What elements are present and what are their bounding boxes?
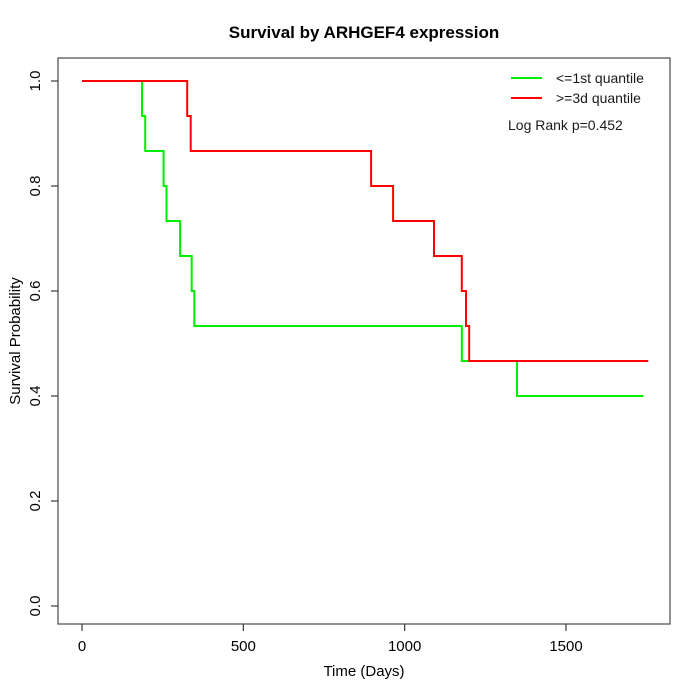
chart-title: Survival by ARHGEF4 expression	[229, 23, 500, 42]
y-tick-label: 0.4	[27, 386, 44, 407]
curve-ge-3d-quantile	[82, 80, 649, 362]
axis-ticks-layer: 0 500 1000 1500 0.0 0.2 0.4 0.6 0.8 1.0	[27, 71, 583, 655]
legend-label-green: <=1st quantile	[556, 70, 644, 86]
y-tick-label: 0.8	[27, 176, 44, 197]
log-rank-annotation: Log Rank p=0.452	[508, 117, 623, 133]
x-tick-label: 0	[78, 638, 86, 655]
y-tick-label: 0.0	[27, 596, 44, 617]
x-tick-label: 1500	[549, 638, 582, 655]
legend: <=1st quantile >=3d quantile Log Rank p=…	[508, 70, 644, 133]
y-tick-label: 0.6	[27, 281, 44, 302]
y-axis-label: Survival Probability	[7, 277, 24, 405]
y-tick-label: 0.2	[27, 491, 44, 512]
plot-box	[57, 57, 671, 625]
x-tick-label: 500	[231, 638, 256, 655]
curve-le-1st-quantile	[82, 80, 644, 397]
legend-label-red: >=3d quantile	[556, 90, 641, 106]
y-tick-label: 1.0	[27, 71, 44, 92]
x-axis-label: Time (Days)	[323, 663, 404, 680]
x-tick-label: 1000	[388, 638, 421, 655]
survival-curves-layer	[82, 80, 649, 397]
